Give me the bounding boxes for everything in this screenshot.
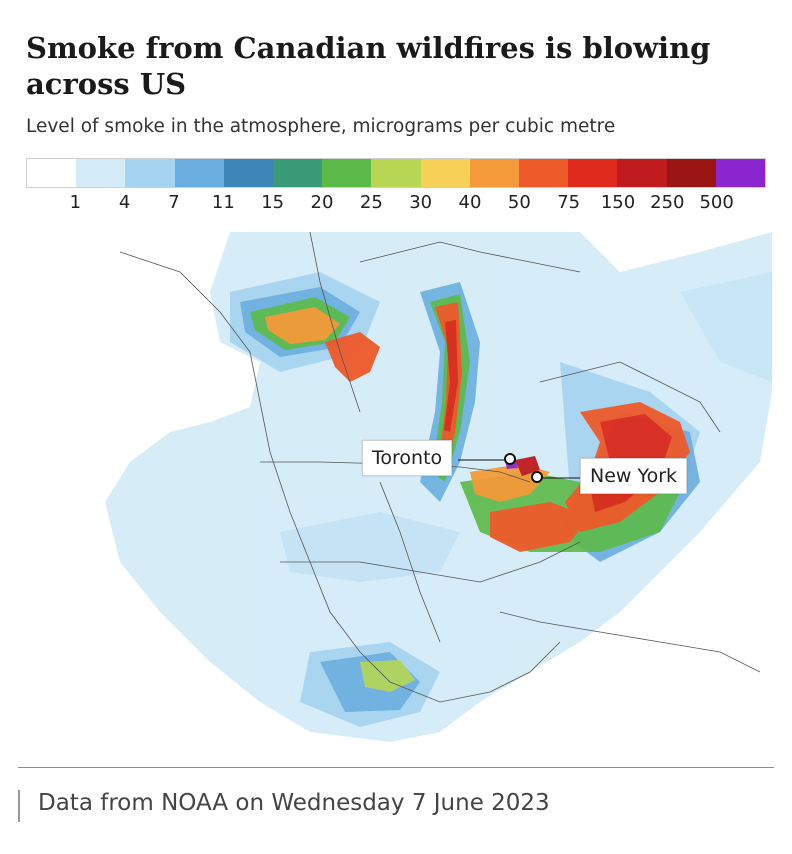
legend-swatch-11: [568, 159, 618, 187]
legend-tick-1: 4: [118, 192, 131, 213]
legend-tick-8: 40: [458, 192, 482, 213]
legend-tick-12: 250: [650, 192, 685, 213]
legend-tick-0: 1: [69, 192, 82, 213]
legend-tick-2: 7: [168, 192, 180, 213]
legend-swatch-3: [174, 159, 224, 187]
legend-swatch-13: [666, 159, 716, 187]
legend-swatch-8: [420, 159, 470, 187]
legend-swatch-4: [223, 159, 274, 187]
new-york-marker: [531, 471, 543, 483]
legend-tick-3: 11: [211, 192, 235, 213]
legend-tick-4: 15: [261, 192, 285, 213]
legend-swatch-2: [125, 159, 175, 187]
legend-swatch-14: [715, 159, 766, 187]
legend-swatch-1: [76, 159, 126, 187]
footer-divider: [18, 767, 774, 768]
chart-subtitle: Level of smoke in the atmosphere, microg…: [26, 116, 616, 137]
legend-swatch-10: [519, 159, 569, 187]
legend-swatch-7: [371, 159, 421, 187]
legend-tick-10: 75: [557, 192, 581, 213]
legend-swatch-9: [469, 159, 520, 187]
legend-swatch-5: [273, 159, 323, 187]
legend-swatch-12: [617, 159, 667, 187]
toronto-marker: [504, 453, 516, 465]
legend-swatch-0: [27, 159, 77, 187]
legend-tick-13: 500: [699, 192, 734, 213]
legend-tick-11: 150: [600, 192, 636, 213]
legend-tick-6: 25: [359, 192, 383, 213]
new-york-label: New York: [580, 458, 688, 494]
source-accent-bar: [18, 790, 20, 822]
legend-tick-7: 30: [409, 192, 433, 213]
legend-tick-labels: 1 4 7 11 15 20 25 30 40 50 75 150 250 500: [26, 192, 766, 218]
legend-tick-5: 20: [310, 192, 334, 213]
source-note: Data from NOAA on Wednesday 7 June 2023: [38, 790, 550, 816]
legend-tick-9: 50: [507, 192, 531, 213]
toronto-label: Toronto: [362, 440, 453, 476]
legend-swatch-6: [322, 159, 372, 187]
chart-title: Smoke from Canadian wildfires is blowing…: [26, 31, 711, 101]
legend-color-scale: [26, 158, 766, 188]
borders: [119, 232, 761, 703]
